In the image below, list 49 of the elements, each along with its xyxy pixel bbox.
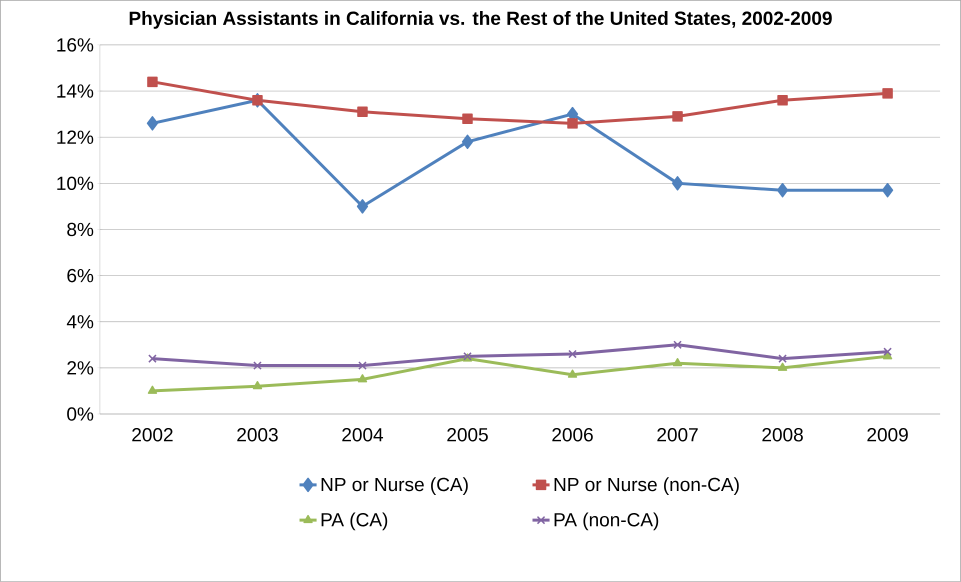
point: [778, 354, 787, 363]
point: [673, 340, 682, 350]
point: [147, 76, 158, 88]
y-tick-label: 2%: [67, 361, 94, 375]
point: [776, 183, 788, 198]
point: [253, 361, 262, 370]
x-tick-label: 2006: [552, 428, 593, 442]
point: [778, 362, 788, 371]
point: [672, 358, 682, 366]
point: [148, 354, 157, 363]
x-tick-label: 2008: [762, 428, 803, 442]
x-tick-label: 2002: [132, 428, 173, 442]
chart-title: Physician Assistants in California vs. the Rest of the United States, 2002-2009: [130, 11, 832, 29]
y-tick-label: 6%: [67, 268, 94, 282]
point: [356, 199, 368, 214]
point: [568, 370, 578, 378]
point: [148, 386, 158, 394]
point: [882, 88, 893, 99]
point: [777, 95, 788, 106]
point: [462, 134, 474, 150]
y-tick-label: 16%: [57, 38, 94, 52]
x-tick-label: 2004: [342, 428, 384, 442]
legend-label: NP or Nurse (non-CA): [554, 477, 739, 495]
point: [882, 183, 894, 198]
legend-label: PA (non-CA): [554, 512, 658, 530]
x-tick-label: 2005: [447, 428, 488, 442]
point: [672, 111, 683, 122]
x-tick-label: 2009: [867, 428, 908, 442]
y-tick-label: 12%: [57, 130, 94, 144]
y-tick-label: 0%: [67, 407, 94, 421]
point: [567, 118, 578, 129]
y-tick-label: 10%: [57, 176, 94, 190]
y-tick-label: 4%: [66, 315, 94, 328]
point: [357, 106, 368, 118]
point: [146, 116, 158, 131]
point: [462, 114, 473, 124]
point: [883, 347, 892, 356]
legend-label: PA (CA): [322, 512, 388, 530]
legend-label: NP or Nurse (CA): [322, 477, 468, 495]
point: [672, 176, 684, 191]
point: [358, 361, 367, 370]
x-tick-label: 2003: [237, 428, 278, 442]
x-tick-label: 2007: [657, 428, 698, 442]
y-tick-label: 8%: [67, 222, 94, 236]
point: [252, 381, 262, 390]
point: [568, 350, 577, 358]
point: [358, 374, 368, 382]
point: [882, 351, 892, 360]
y-tick-label: 14%: [57, 84, 94, 98]
